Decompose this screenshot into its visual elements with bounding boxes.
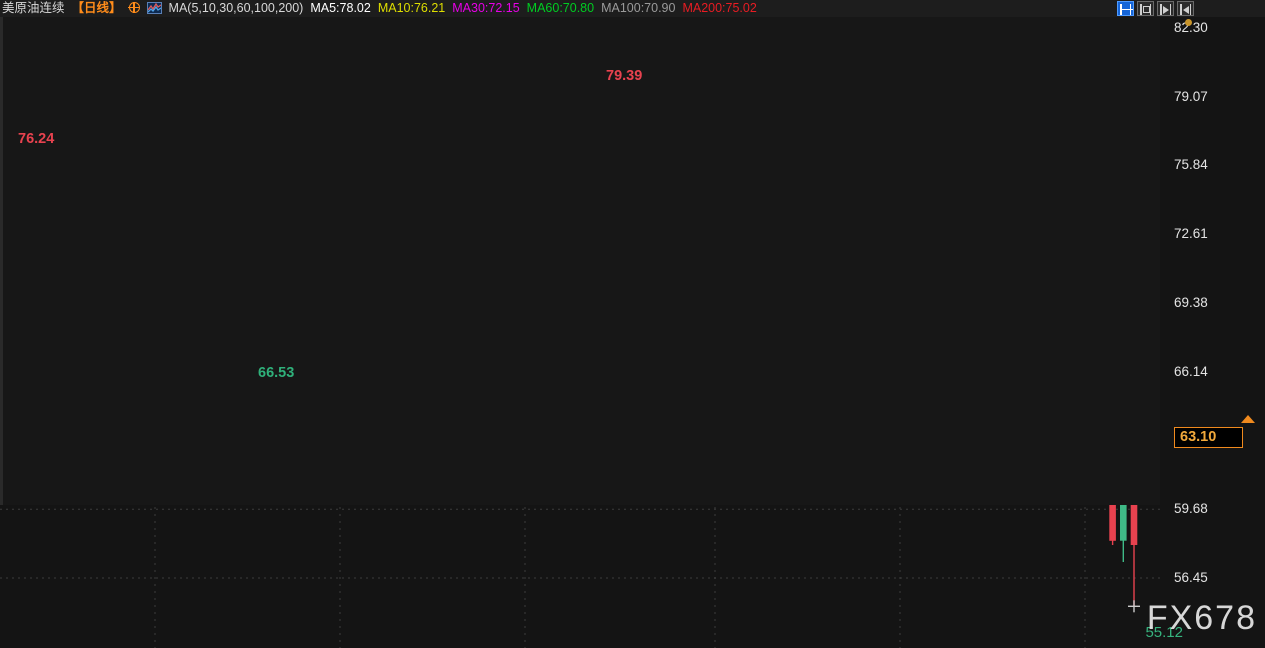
ma5-value: MA5:78.02 (310, 1, 371, 15)
price-tick-label: 59.68 (1174, 501, 1208, 517)
price-tick-label: 82.30 (1174, 20, 1208, 35)
price-tick-label: 56.45 (1174, 570, 1208, 585)
price-tick-label: 72.61 (1174, 226, 1208, 242)
fit-screen-button[interactable] (1117, 1, 1134, 16)
annotation-high-left: 76.24 (18, 131, 55, 147)
annotation-high-peak: 79.39 (606, 68, 643, 84)
crosshair-circle-icon[interactable] (128, 0, 140, 17)
chart-toolbar (1117, 1, 1194, 16)
ma30-value: MA30:72.15 (452, 1, 520, 15)
align-left-button[interactable] (1137, 1, 1154, 16)
left-shaded-region (3, 17, 1160, 505)
ma200-value: MA200:75.02 (682, 1, 757, 15)
ma100-value: MA100:70.90 (601, 1, 676, 15)
line-chart-icon[interactable] (146, 0, 162, 17)
left-edge-panel (0, 17, 3, 505)
brand-watermark: FX678 (1146, 599, 1257, 637)
price-tick-label: 66.14 (1174, 363, 1208, 379)
price-tick-label: 75.84 (1174, 157, 1208, 173)
align-right-button[interactable] (1177, 1, 1194, 16)
ma10-value: MA10:76.21 (377, 1, 446, 15)
status-orb-icon (1185, 19, 1192, 26)
price-tick-label: 69.38 (1174, 294, 1208, 310)
ma-indicator-title: MA(5,10,30,60,100,200) (168, 1, 304, 15)
price-tick-label: 79.07 (1174, 88, 1208, 104)
symbol-name[interactable]: 美原油连续 (2, 1, 65, 15)
chart-plot-area[interactable] (0, 17, 1160, 648)
symbol-period[interactable]: 【日线】 (71, 1, 122, 15)
chart-header-bar: 美原油连续 【日线】 MA(5,10,30,60,100,200) MA5:78… (0, 0, 1265, 17)
price-axis[interactable]: 82.3079.0775.8472.6169.3866.1462.9159.68… (1160, 17, 1265, 648)
extreme-marker (1127, 600, 1140, 613)
align-center-button[interactable] (1157, 1, 1174, 16)
ma60-value: MA60:70.80 (526, 1, 595, 15)
price-direction-arrow-icon (1241, 414, 1255, 423)
period-low-label: 55.12 (1145, 624, 1183, 641)
annotation-low-mid: 66.53 (258, 365, 295, 381)
current-price-tag[interactable]: 63.10 (1174, 426, 1244, 448)
